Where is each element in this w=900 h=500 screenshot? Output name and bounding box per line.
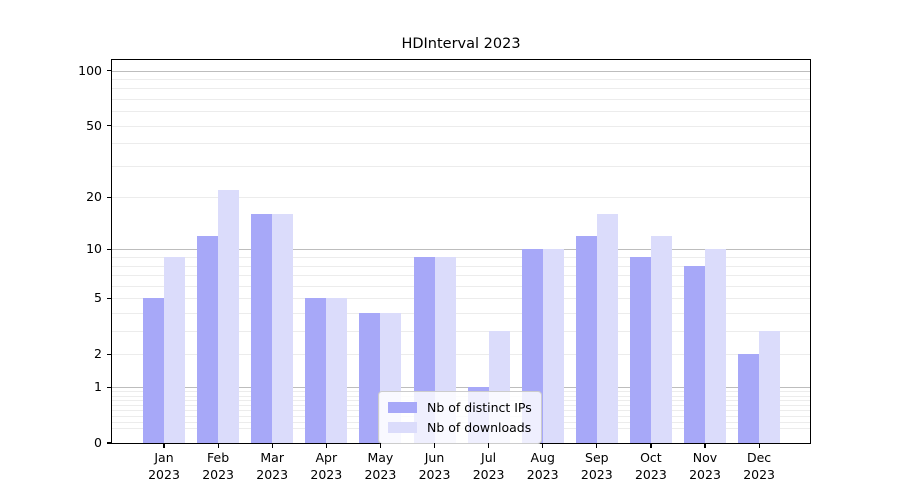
x-tick-label-may: May 2023 xyxy=(364,450,397,482)
legend-item-distinct-ips: Nb of distinct IPs xyxy=(388,397,532,417)
y-tick-mark-0 xyxy=(107,442,112,444)
x-tick-label-feb: Feb 2023 xyxy=(202,450,234,482)
x-tick-mark-sep xyxy=(596,443,598,448)
y-tick-label-2: 2 xyxy=(94,346,102,362)
x-tick-mark-jul xyxy=(488,443,490,448)
minor-gridline-6 xyxy=(112,285,810,287)
y-tick-mark-20 xyxy=(107,196,112,198)
bar-downloads-mar xyxy=(272,214,294,443)
major-gridline-100 xyxy=(112,70,810,72)
y-tick-label-20: 20 xyxy=(86,189,102,205)
minor-gridline-7 xyxy=(112,275,810,277)
y-tick-mark-2 xyxy=(107,353,112,355)
minor-gridline-30 xyxy=(112,165,810,167)
y-tick-label-100: 100 xyxy=(78,62,102,78)
legend-label-distinct-ips: Nb of distinct IPs xyxy=(427,399,532,415)
x-tick-label-jun: Jun 2023 xyxy=(418,450,451,482)
minor-gridline-3 xyxy=(112,331,810,333)
legend-label-downloads: Nb of downloads xyxy=(427,419,532,435)
bar-downloads-dec xyxy=(759,331,781,443)
minor-gridline-80 xyxy=(112,88,810,90)
legend-swatch-distinct-ips xyxy=(388,401,417,413)
bar-distinct-ips-jan xyxy=(143,298,164,443)
bar-distinct-ips-oct xyxy=(629,257,651,443)
bar-downloads-nov xyxy=(705,249,726,443)
minor-gridline-90 xyxy=(112,78,810,80)
legend: Nb of distinct IPs Nb of downloads xyxy=(378,391,542,444)
minor-gridline-4 xyxy=(112,313,810,315)
bar-distinct-ips-dec xyxy=(738,354,760,443)
y-tick-mark-10 xyxy=(107,248,112,251)
x-tick-mark-apr xyxy=(325,443,327,448)
x-tick-mark-may xyxy=(379,443,382,448)
x-tick-label-aug: Aug 2023 xyxy=(526,450,559,482)
x-tick-mark-nov xyxy=(704,443,706,448)
legend-swatch-downloads xyxy=(388,421,417,433)
plot-area: Nb of distinct IPs Nb of downloads xyxy=(112,60,810,444)
minor-gridline-8 xyxy=(112,265,810,267)
bar-downloads-sep xyxy=(596,214,618,443)
minor-gridline-40 xyxy=(112,143,810,145)
x-tick-label-jul: Jul 2023 xyxy=(472,450,505,482)
x-tick-label-oct: Oct 2023 xyxy=(634,450,667,482)
minor-gridline-20 xyxy=(112,197,810,199)
bar-distinct-ips-may xyxy=(359,313,381,443)
bar-distinct-ips-nov xyxy=(684,265,705,443)
y-tick-mark-5 xyxy=(107,297,112,300)
bar-downloads-apr xyxy=(326,298,348,443)
y-tick-label-10: 10 xyxy=(86,241,102,257)
x-tick-mark-jan xyxy=(163,443,165,448)
y-tick-mark-100 xyxy=(107,69,112,72)
bar-distinct-ips-feb xyxy=(197,236,219,443)
minor-gridline-2 xyxy=(112,354,810,356)
x-tick-label-apr: Apr 2023 xyxy=(310,450,343,482)
x-tick-mark-aug xyxy=(542,443,544,448)
bar-distinct-ips-sep xyxy=(575,236,597,443)
minor-gridline-5 xyxy=(112,298,810,300)
x-tick-mark-oct xyxy=(650,443,652,448)
bar-downloads-aug xyxy=(542,249,564,443)
y-tick-label-1: 1 xyxy=(94,379,102,395)
x-tick-mark-dec xyxy=(758,443,760,448)
bar-downloads-jan xyxy=(164,257,185,443)
y-tick-label-5: 5 xyxy=(94,290,102,306)
chart-title: HDInterval 2023 xyxy=(401,36,521,52)
major-gridline-10 xyxy=(112,249,810,251)
y-tick-label-50: 50 xyxy=(86,117,102,133)
bar-distinct-ips-apr xyxy=(305,298,327,443)
minor-gridline-60 xyxy=(112,111,810,113)
minor-gridline-50 xyxy=(112,125,810,127)
bar-downloads-feb xyxy=(218,189,240,443)
major-gridline-1 xyxy=(112,387,810,389)
minor-gridline-70 xyxy=(112,98,810,100)
legend-item-downloads: Nb of downloads xyxy=(388,417,532,437)
bar-distinct-ips-mar xyxy=(251,214,273,443)
y-tick-mark-1 xyxy=(107,386,112,388)
x-tick-label-sep: Sep 2023 xyxy=(580,450,613,482)
y-tick-mark-50 xyxy=(107,125,112,127)
x-tick-label-nov: Nov 2023 xyxy=(689,450,721,482)
x-tick-label-jan: Jan 2023 xyxy=(148,450,180,482)
x-tick-mark-mar xyxy=(271,443,273,448)
minor-gridline-9 xyxy=(112,257,810,259)
x-tick-mark-feb xyxy=(217,443,219,448)
x-tick-label-mar: Mar 2023 xyxy=(256,450,289,482)
y-tick-label-0: 0 xyxy=(94,435,102,450)
bar-downloads-oct xyxy=(650,236,672,443)
x-tick-label-dec: Dec 2023 xyxy=(743,450,775,482)
x-tick-mark-jun xyxy=(433,443,436,448)
